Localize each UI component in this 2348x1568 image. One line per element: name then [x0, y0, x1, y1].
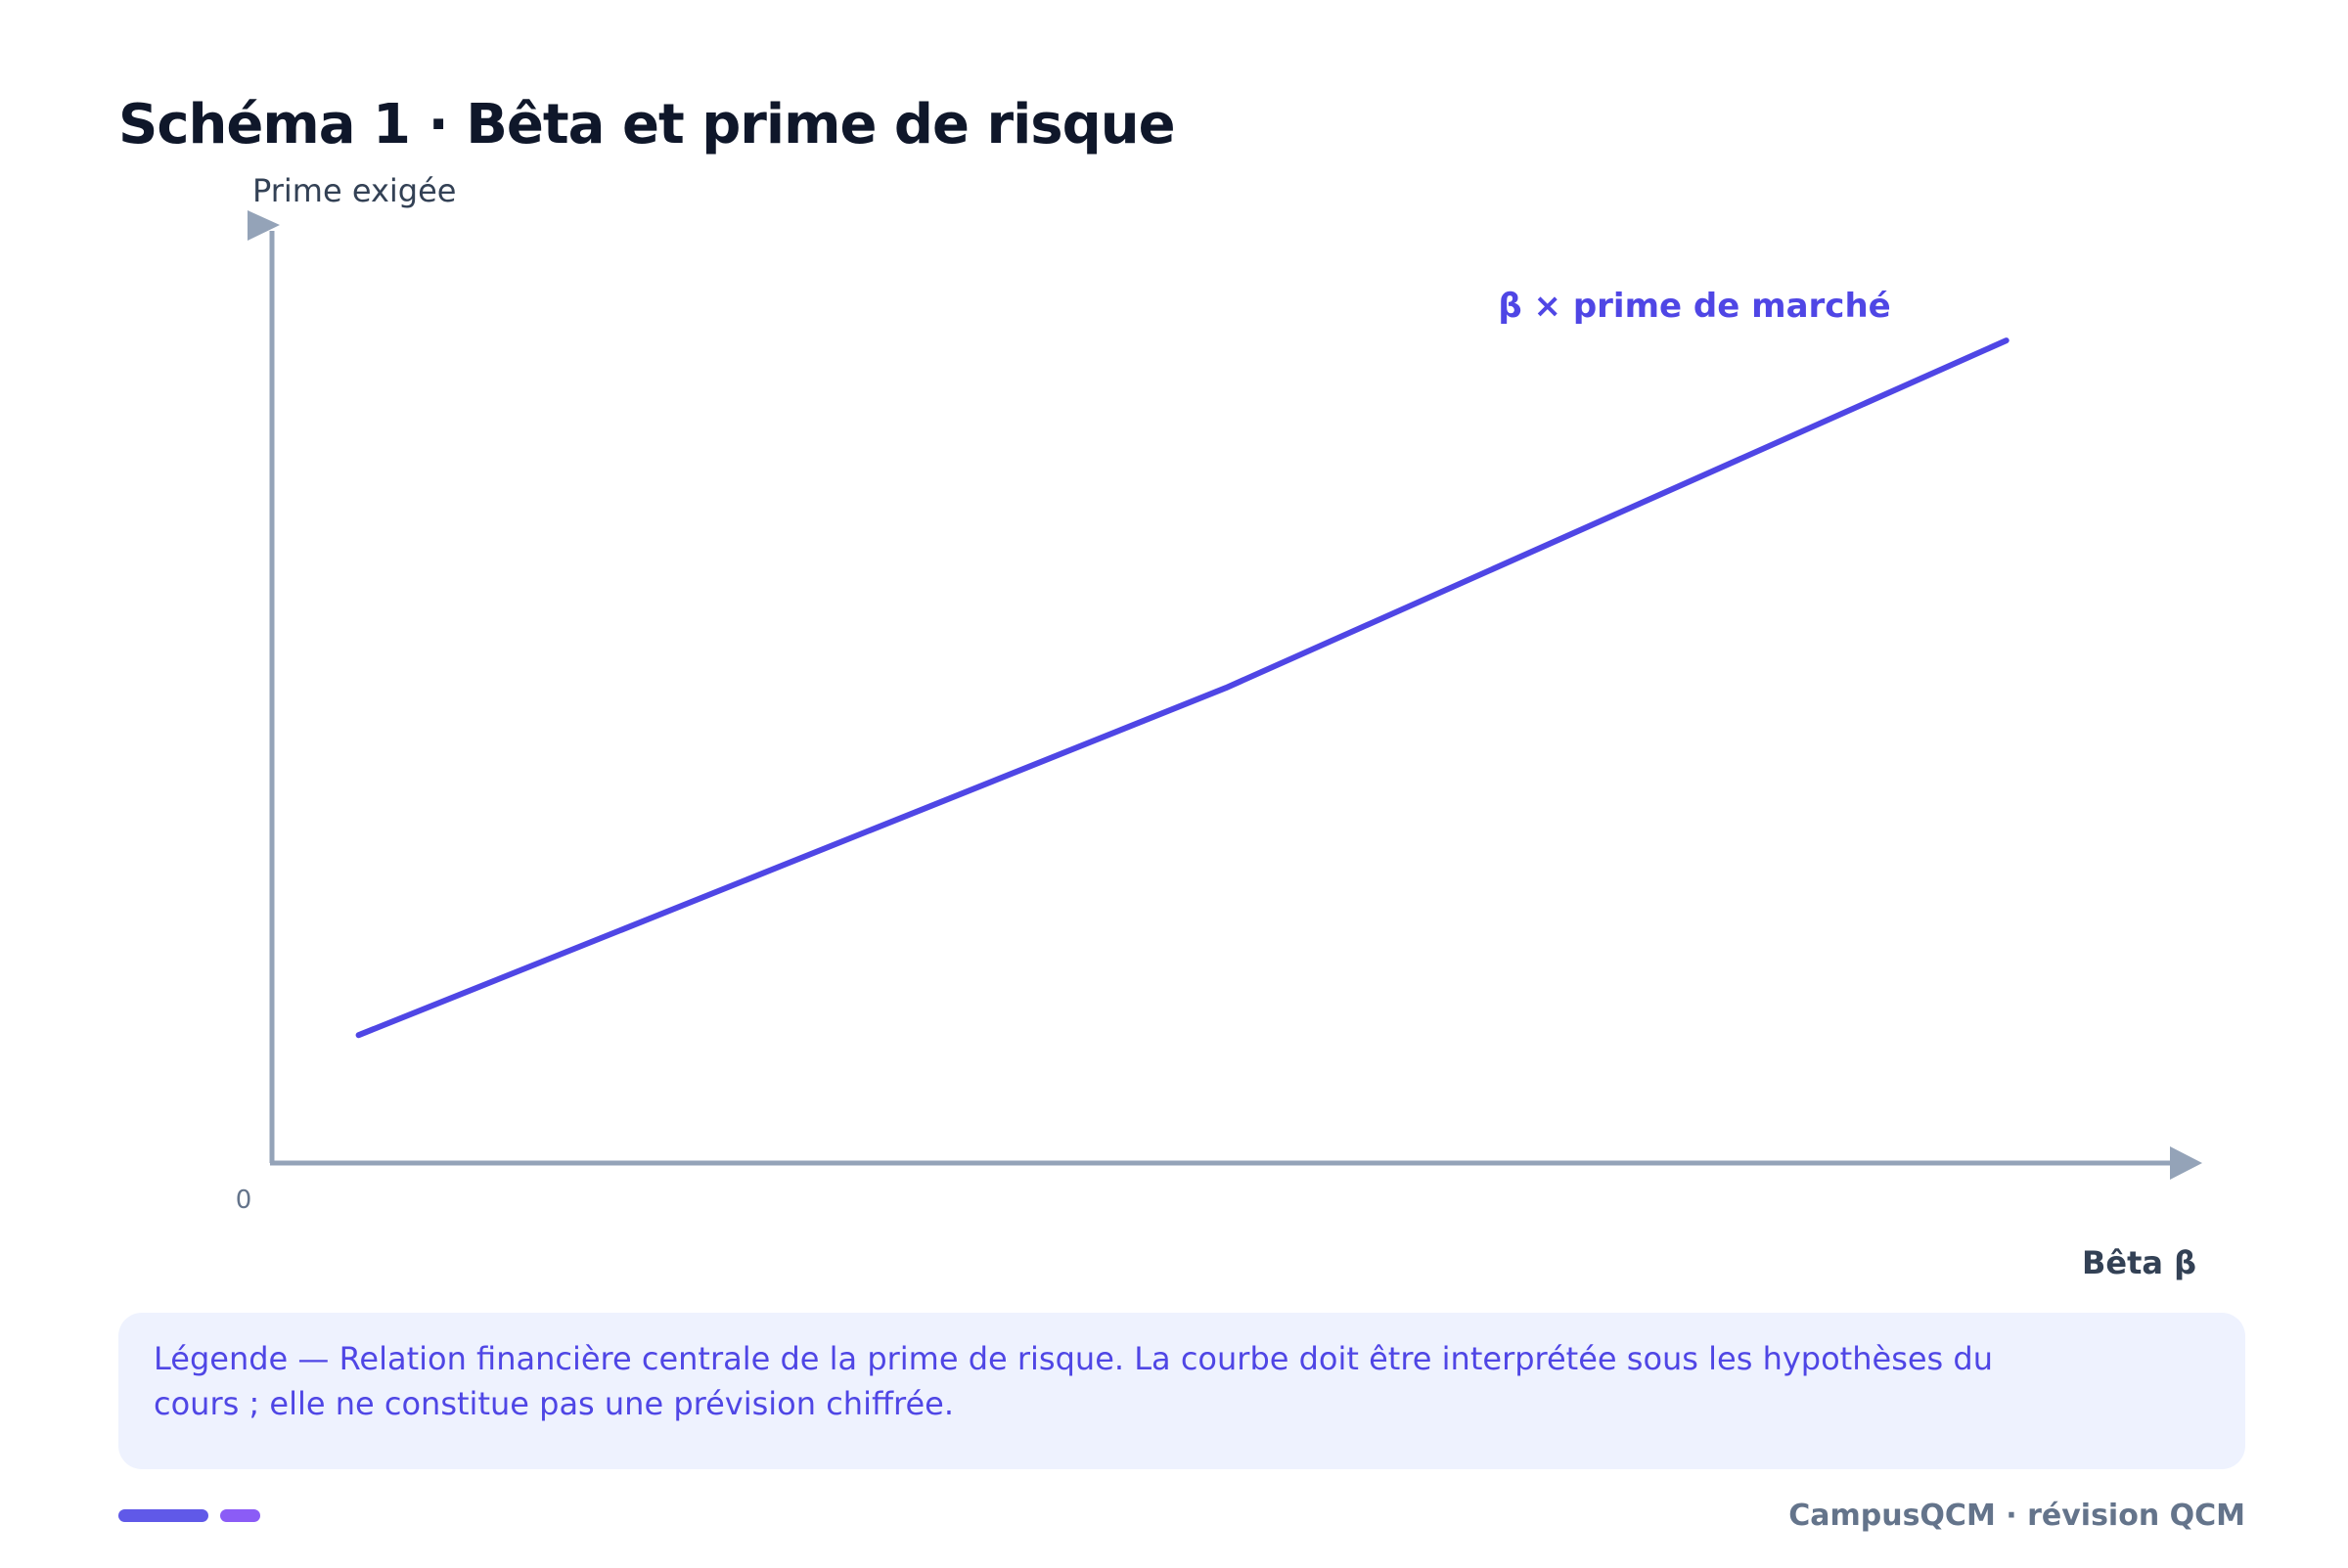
y-axis-label: Prime exigée [252, 172, 456, 209]
series-label-0: β × prime de marché [1498, 287, 1890, 326]
y-axis-arrowhead [248, 210, 280, 241]
series-group: β × prime de marché [355, 287, 2009, 1039]
legend-text: Légende — Relation financière centrale d… [154, 1340, 1993, 1422]
page-title: Schéma 1 · Bêta et prime de risque [118, 93, 1176, 157]
x-axis-label: Bêta β [2082, 1244, 2196, 1281]
footer-credit: CampusQCM · révision QCM [1788, 1499, 2245, 1533]
series-line-0 [355, 337, 2009, 1039]
chart-axes [248, 210, 2202, 1180]
x-axis-arrowhead [2170, 1146, 2202, 1180]
origin-label: 0 [236, 1186, 252, 1215]
footer-accent-bar [118, 1509, 208, 1522]
chart: Prime exigée Bêta β 0 β × prime de march… [236, 172, 2202, 1281]
legend-box: Légende — Relation financière centrale d… [118, 1313, 2245, 1469]
footer-accent-bar-short [220, 1509, 260, 1522]
